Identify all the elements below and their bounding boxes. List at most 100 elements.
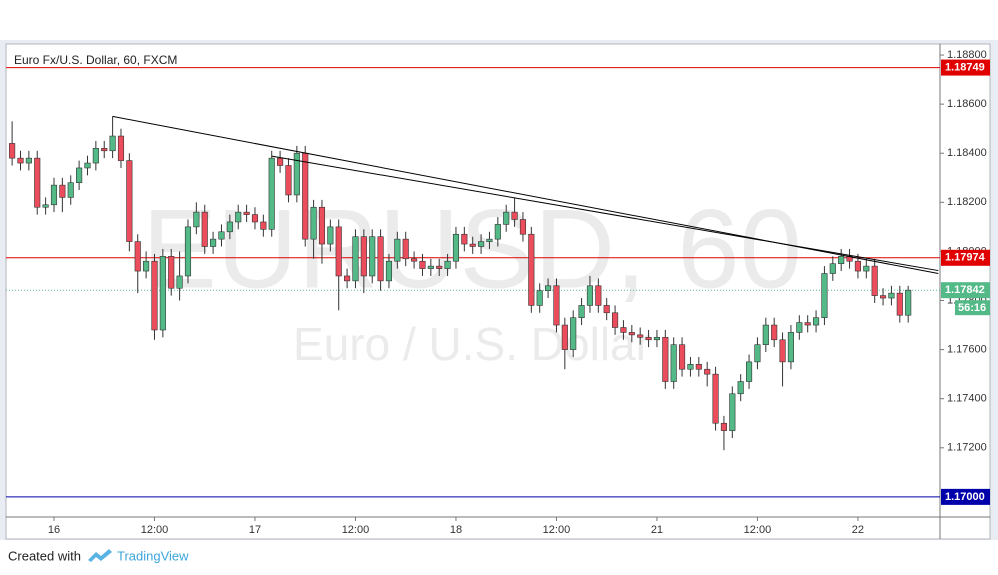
candle-body (168, 256, 175, 289)
tradingview-logo[interactable]: TradingView (88, 548, 189, 563)
candle-body (260, 221, 267, 230)
candle-body (268, 157, 275, 230)
chart-title: Euro Fx/U.S. Dollar, 60, FXCM (14, 53, 177, 67)
candle-body (293, 152, 300, 196)
x-tick-label: 12:00 (744, 524, 772, 536)
candle-body (394, 238, 401, 262)
x-tick-label: 16 (48, 524, 60, 536)
candle-body (603, 305, 610, 314)
candle-body (377, 236, 384, 282)
candle-body (444, 260, 451, 269)
candle-body (210, 238, 217, 247)
plot (6, 67, 940, 498)
logo-icon (88, 549, 112, 562)
candle-body (143, 260, 150, 272)
last-price-label: 1.17842 (945, 284, 985, 296)
candle-body (729, 393, 736, 431)
candle-body (151, 260, 158, 331)
candle-body (335, 226, 342, 277)
candle-body (670, 344, 677, 382)
candle-body (452, 233, 460, 262)
candle-body (888, 292, 895, 299)
watermark: EURUSD, 60 (142, 187, 802, 312)
candle-body (486, 238, 493, 242)
candle-body (838, 256, 845, 264)
candle-body (595, 285, 602, 306)
candle-body (176, 275, 183, 289)
candle-body (360, 236, 367, 277)
candle-body (67, 182, 74, 198)
candle-body (117, 135, 125, 161)
watermark-group: EURUSD, 60 Euro / U.S. Dollar (142, 187, 802, 371)
price-label-box (941, 59, 990, 76)
candle-body (478, 241, 485, 247)
candle-body (653, 337, 661, 341)
x-tick-label: 18 (450, 524, 462, 536)
candle-body (712, 373, 719, 424)
candle-body (17, 157, 24, 164)
y-tick-label: 1.17600 (947, 344, 987, 356)
candle-body (352, 236, 359, 282)
watermark-sub: Euro / U.S. Dollar (293, 318, 651, 370)
price-label: 1.18749 (945, 61, 985, 73)
candle-body (134, 241, 141, 272)
candle-body (528, 233, 535, 306)
candle-body (494, 224, 501, 240)
candle-body (184, 226, 192, 277)
candle-body (42, 204, 49, 208)
candle-body (243, 211, 250, 215)
candle-body (159, 256, 166, 331)
x-tick-label: 17 (249, 524, 261, 536)
candle-body (620, 327, 627, 333)
candle-body (561, 324, 568, 350)
y-tick-label: 1.17400 (947, 393, 987, 405)
y-tick-label: 1.18400 (947, 147, 987, 159)
footer-prefix: Created with (8, 548, 81, 563)
price-label: 1.17000 (945, 491, 985, 503)
candle-body (101, 148, 108, 152)
candle-body (277, 157, 284, 166)
candle-body (553, 285, 560, 326)
footer-brand[interactable]: TradingView (117, 548, 189, 563)
candle-body (771, 324, 778, 341)
candle-body (787, 332, 794, 363)
candle-body (193, 211, 200, 228)
candle-body (385, 260, 393, 282)
candle-body (745, 361, 753, 382)
candle-body (519, 219, 527, 235)
candle-body (201, 211, 208, 247)
candle-body (218, 231, 225, 240)
candle-body (310, 206, 317, 240)
countdown: 56:16 (958, 302, 986, 314)
candle-body (779, 339, 786, 363)
candle-body (720, 422, 728, 431)
candle-body (570, 317, 577, 350)
candle-body (344, 275, 351, 282)
candle-body (812, 317, 820, 326)
candle-body (762, 324, 769, 345)
candle-body (637, 334, 644, 338)
candle-body (327, 226, 334, 245)
candle-body (863, 265, 870, 272)
y-tick-label: 1.17200 (947, 442, 987, 454)
candle-body (235, 211, 242, 223)
countdown-box (955, 300, 990, 316)
candle-body (59, 184, 66, 198)
candle-body (285, 165, 292, 196)
candle-body (427, 265, 434, 269)
candle-body (578, 305, 585, 318)
candle-body (871, 265, 878, 296)
candle-body (905, 289, 912, 316)
candle-body (9, 143, 16, 159)
candle-body (545, 285, 552, 291)
candle-body (662, 337, 669, 382)
candle-body (92, 148, 99, 164)
candle-body (628, 332, 635, 336)
candle-body (679, 344, 686, 370)
candle-body (436, 265, 443, 269)
candle-body (318, 206, 326, 245)
x-tick-label: 12:00 (543, 524, 571, 536)
candle-body (511, 211, 518, 220)
candle-body (704, 368, 711, 375)
